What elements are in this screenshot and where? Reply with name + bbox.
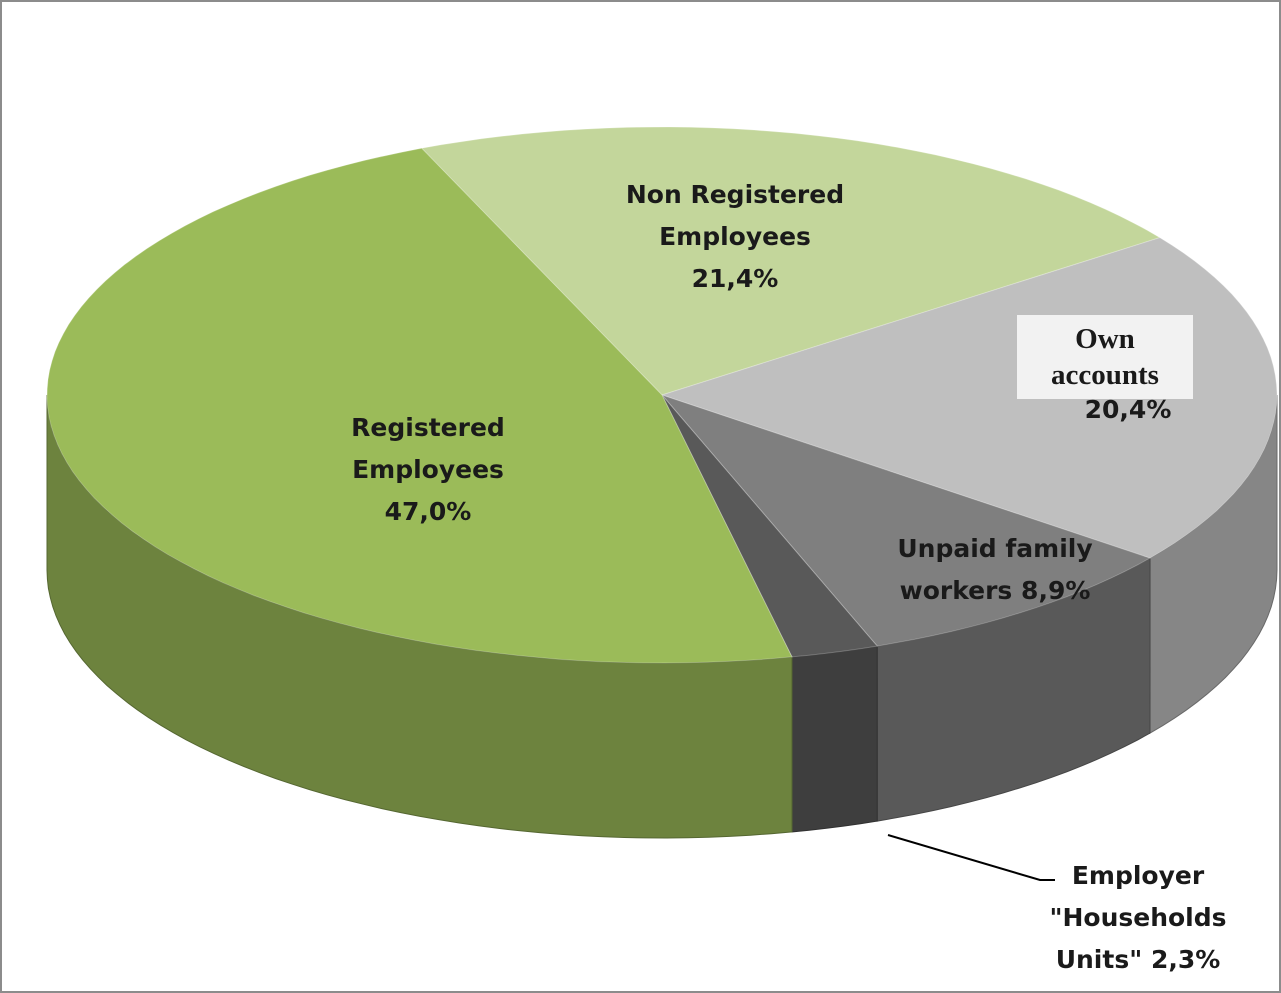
value-label: 20,4%: [1084, 395, 1172, 424]
slice-label: Registered Employees 47,0%: [328, 407, 528, 533]
slice-label: Unpaid family workers 8,9%: [870, 528, 1120, 612]
category-label: Employer "Households Units": [1049, 861, 1227, 974]
category-label: Own accounts: [1017, 315, 1193, 399]
value-label: 8,9%: [1021, 576, 1091, 605]
slice: [660, 393, 1152, 647]
category-label: Non Registered Employees: [625, 180, 845, 251]
slice-side: [791, 644, 879, 833]
value-label: 21,4%: [691, 264, 779, 293]
value-label: 2,3%: [1150, 945, 1221, 974]
slice: [421, 126, 1162, 396]
slice-label: Non Registered Employees 21,4%: [605, 174, 865, 300]
leader-line: [887, 834, 1055, 881]
slice-label: Employer "Households Units" 2,3%: [1038, 855, 1238, 981]
category-label: Unpaid family workers: [897, 534, 1093, 605]
value-label: 47,0%: [384, 497, 472, 526]
category-label: Registered Employees: [351, 413, 505, 484]
slice: [661, 394, 879, 658]
slice: [46, 147, 794, 664]
